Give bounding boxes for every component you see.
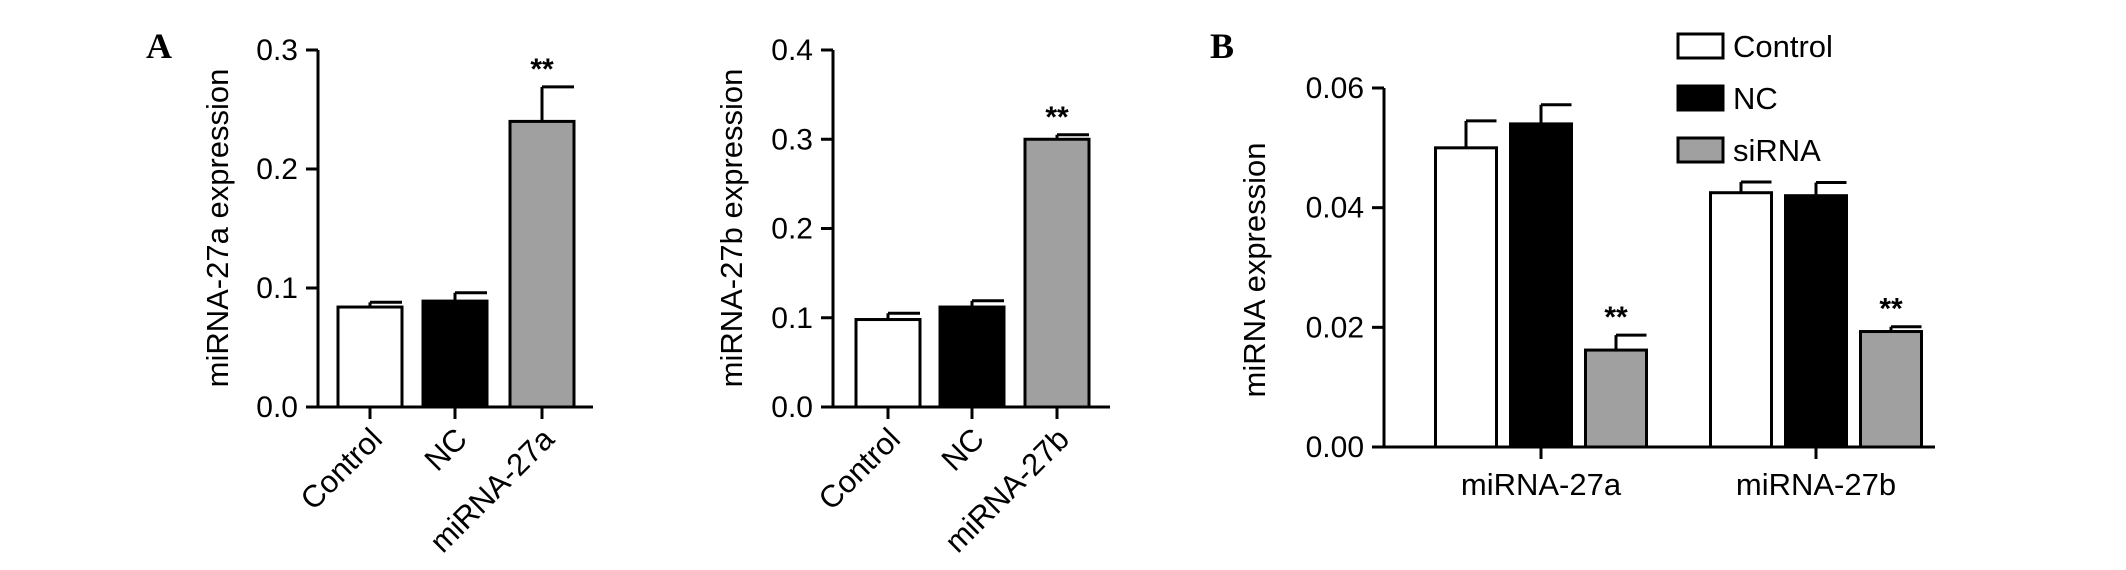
bar xyxy=(508,119,576,409)
bar xyxy=(421,299,489,409)
legend-label-nc: NC xyxy=(1733,81,1778,116)
bar xyxy=(1784,194,1848,449)
y-tick-label: 0.0 xyxy=(256,391,298,424)
y-tick-label: 0.3 xyxy=(771,123,813,156)
x-tick-label: miRNA-27a xyxy=(1461,467,1622,502)
significance-label: ** xyxy=(1604,301,1628,334)
significance-label: ** xyxy=(1045,101,1069,134)
y-tick-label: 0.04 xyxy=(1306,192,1364,225)
x-tick-label: NC xyxy=(418,421,474,477)
y-tick-label: 0.3 xyxy=(256,34,298,67)
bar xyxy=(1709,191,1773,449)
y-tick-label: 0.2 xyxy=(256,153,298,186)
significance-label: ** xyxy=(1879,293,1903,326)
y-axis-title: miRNA expression xyxy=(1237,143,1272,398)
bar xyxy=(1509,122,1573,449)
y-tick-label: 0.06 xyxy=(1306,72,1364,105)
x-tick-label: Control xyxy=(294,421,389,516)
y-tick-label: 0.00 xyxy=(1306,431,1364,464)
chart-sirna-knockdown: miRNA expression 0.00 0.02 0.04 0.06 ** miRNA… xyxy=(1237,72,1935,502)
y-axis-title: miRNA-27a expression xyxy=(200,69,235,388)
legend-swatch-control xyxy=(1676,32,1725,60)
legend: Control NC siRNA xyxy=(1676,29,1833,168)
legend-label-control: Control xyxy=(1733,29,1833,64)
legend-label-sirna: siRNA xyxy=(1733,133,1821,168)
bar xyxy=(1584,348,1648,449)
bar xyxy=(854,318,922,409)
bar xyxy=(938,305,1006,409)
panel-letter-a: A xyxy=(146,26,172,66)
y-tick-label: 0.2 xyxy=(771,213,813,246)
x-tick-label: Control xyxy=(812,421,907,516)
y-tick-label: 0.0 xyxy=(771,391,813,424)
chart-mirna-27a-overexpression: miRNA-27a expression 0.0 0.1 0.2 0.3 Control… xyxy=(200,34,593,559)
legend-swatch-sirna xyxy=(1676,136,1725,164)
y-tick-label: 0.1 xyxy=(256,272,298,305)
panel-letter-b: B xyxy=(1210,26,1234,66)
x-tick-label: miRNA-27b xyxy=(1736,467,1896,502)
y-axis-title: miRNA-27b expression xyxy=(714,69,749,388)
bar xyxy=(336,305,404,409)
bar xyxy=(1859,330,1923,449)
y-tick-label: 0.02 xyxy=(1306,311,1364,344)
x-tick-label: NC xyxy=(935,421,991,477)
significance-label: ** xyxy=(530,53,554,86)
y-tick-label: 0.1 xyxy=(771,302,813,335)
chart-mirna-27b-overexpression: miRNA-27b expression 0.0 0.1 0.2 0.3 0.4 Cont… xyxy=(714,34,1110,559)
bar xyxy=(1434,146,1498,449)
y-tick-label: 0.4 xyxy=(771,34,813,67)
legend-swatch-nc xyxy=(1676,84,1725,112)
bar xyxy=(1023,137,1091,409)
